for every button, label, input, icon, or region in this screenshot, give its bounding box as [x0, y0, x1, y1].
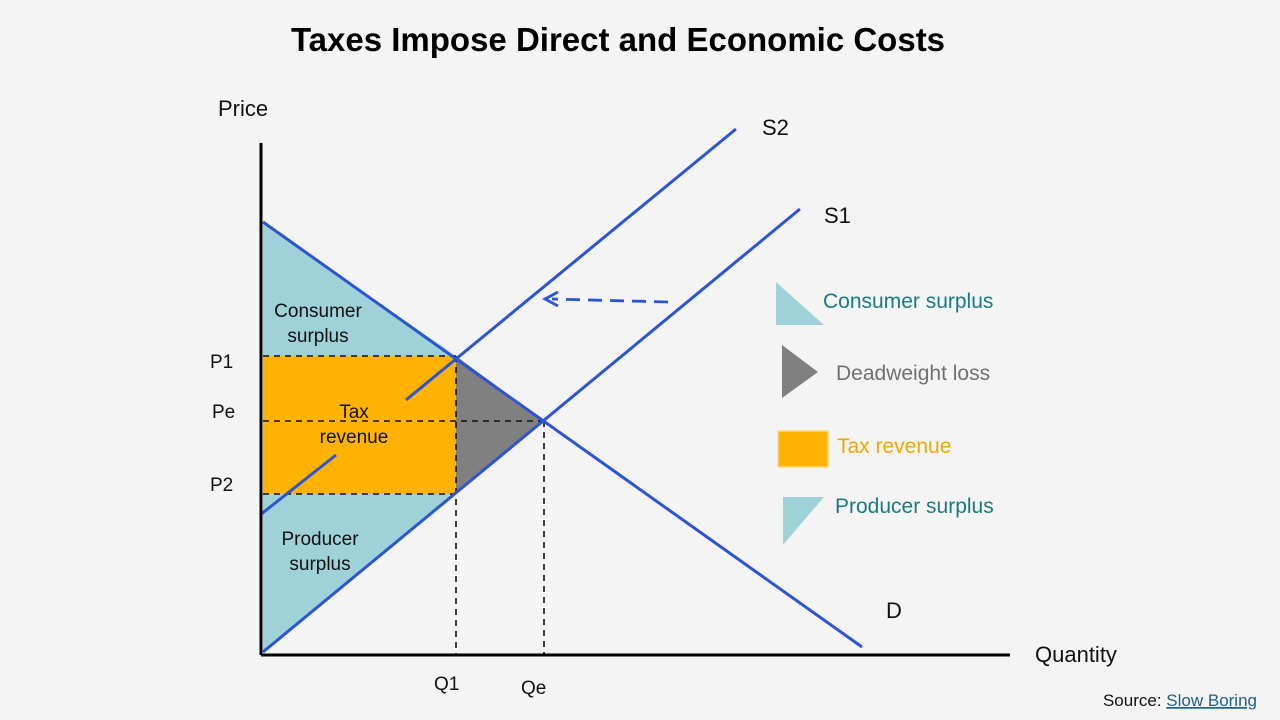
deadweight-loss-area — [456, 356, 544, 494]
legend-producer-surplus-text: Producer surplus — [835, 495, 994, 518]
supply-curve-s1 — [262, 207, 801, 654]
source-prefix: Source: — [1103, 691, 1166, 710]
tax-revenue-area — [263, 356, 456, 494]
legend-deadweight-loss-text: Deadweight loss — [836, 362, 990, 385]
y-axis-label: Price — [218, 96, 268, 121]
x-axis-label: Quantity — [1035, 642, 1117, 667]
s2-label: S2 — [762, 115, 789, 140]
source-note: Source: Slow Boring — [1103, 691, 1257, 710]
demand-curve — [262, 220, 863, 649]
legend-producer-surplus-swatch — [783, 497, 824, 545]
legend-consumer-surplus-swatch — [776, 282, 824, 325]
p1-tick-label: P1 — [210, 352, 233, 373]
p2-tick-label: P2 — [210, 475, 233, 496]
supply-shift-arrow — [551, 297, 669, 304]
supply-shift-arrowhead — [542, 290, 559, 308]
legend-deadweight-loss-swatch — [782, 345, 818, 398]
chart-title: Taxes Impose Direct and Economic Costs — [291, 21, 945, 58]
legend-consumer-surplus-text: Consumer surplus — [823, 290, 993, 313]
source-link[interactable]: Slow Boring — [1166, 691, 1257, 710]
s1-label: S1 — [824, 203, 851, 228]
supply-curve-s2-upper — [405, 127, 737, 402]
consumer-surplus-label-line1: Consumer — [274, 301, 362, 322]
consumer-surplus-label-line2: surplus — [287, 326, 348, 347]
producer-surplus-label-line1: Producer — [281, 529, 359, 550]
d-label: D — [886, 598, 902, 623]
pe-tick-label: Pe — [212, 402, 235, 423]
qe-tick-label: Qe — [521, 678, 546, 699]
tax-revenue-label-line1: Tax — [339, 402, 369, 423]
q1-tick-label: Q1 — [434, 674, 459, 695]
supply-curve-s2-lower — [259, 453, 337, 517]
producer-surplus-label-line2: surplus — [289, 554, 350, 575]
tax-revenue-label-line2: revenue — [320, 427, 389, 448]
legend-tax-revenue-swatch — [777, 430, 829, 468]
legend-tax-revenue-text: Tax revenue — [837, 435, 951, 458]
